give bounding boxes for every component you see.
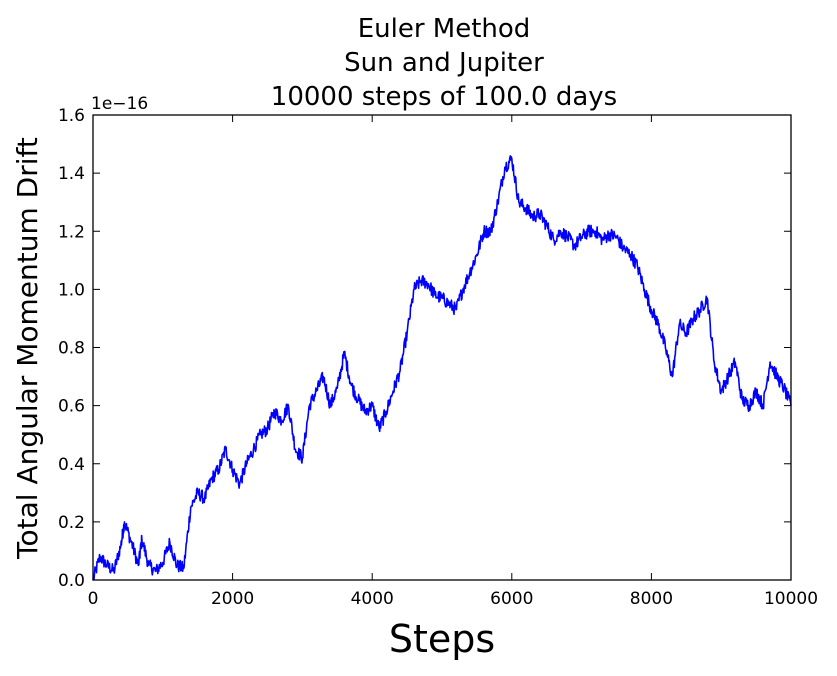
y-tick-label: 0.6 — [58, 397, 85, 417]
y-tick-label: 0.2 — [58, 513, 85, 533]
chart-title-line-3: 10000 steps of 100.0 days — [271, 82, 617, 112]
x-axis-label: Steps — [389, 617, 495, 661]
y-axis-label: Total Angular Momentum Drift — [11, 137, 44, 560]
x-tick-label: 6000 — [490, 589, 533, 609]
series-line-0 — [92, 155, 792, 581]
x-tick-label: 8000 — [630, 589, 673, 609]
x-tick-label: 0 — [88, 589, 99, 609]
chart-title-line-1: Euler Method — [358, 14, 531, 44]
y-tick-label: 1.2 — [58, 222, 85, 242]
y-axis: 0.0 0.2 0.4 0.6 0.8 1.0 1.2 1.4 1.6 — [58, 106, 791, 591]
y-tick-label: 1.6 — [58, 106, 85, 126]
chart-title-line-2: Sun and Jupiter — [344, 48, 544, 78]
y-tick-label: 1.0 — [58, 280, 85, 300]
data-layer — [92, 155, 792, 581]
y-tick-label: 1.4 — [58, 164, 85, 184]
y-tick-label: 0.4 — [58, 455, 85, 475]
y-tick-label: 0.8 — [58, 339, 85, 359]
x-tick-label: 10000 — [764, 589, 818, 609]
y-tick-label: 0.0 — [58, 571, 85, 591]
plot-frame — [92, 114, 792, 581]
x-tick-label: 2000 — [211, 589, 254, 609]
x-tick-label: 4000 — [351, 589, 394, 609]
x-axis: 0 2000 4000 6000 8000 10000 — [88, 115, 818, 609]
y-axis-offset-label: 1e−16 — [91, 94, 148, 114]
